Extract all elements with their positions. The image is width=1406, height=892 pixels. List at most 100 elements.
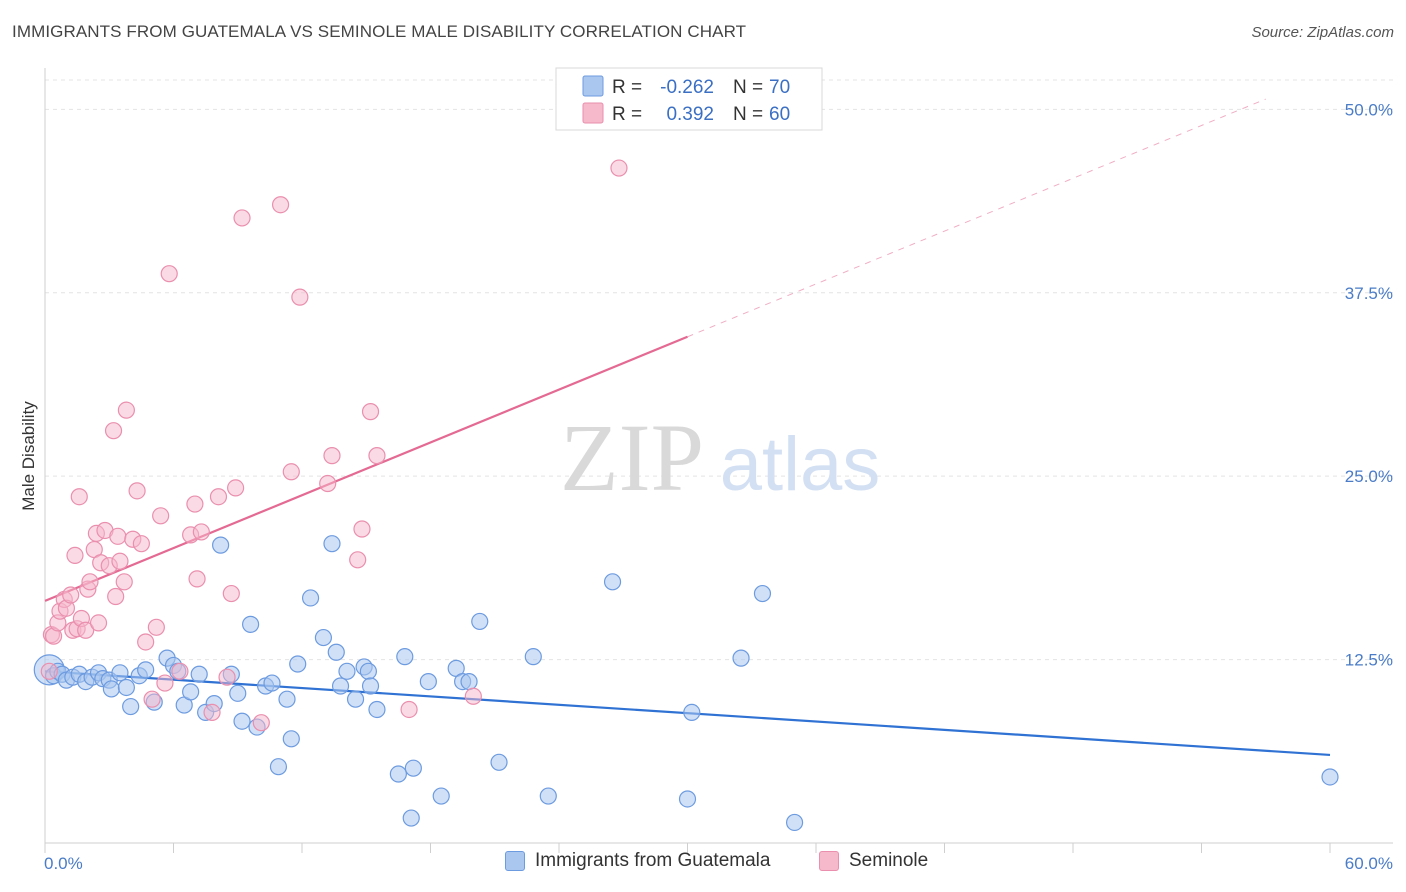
point-seminole-37 <box>171 662 189 680</box>
legend-n-label-1: N = <box>733 104 763 125</box>
point-seminole-9 <box>66 546 84 565</box>
point-guatemala-61 <box>524 648 542 666</box>
point-seminole-27 <box>117 401 135 419</box>
point-guatemala-52 <box>402 809 420 827</box>
watermark: ZIP atlas <box>560 404 880 511</box>
legend-bottom-swatch-seminole <box>819 851 839 871</box>
point-seminole-31 <box>137 633 155 651</box>
point-seminole-54 <box>349 551 367 569</box>
point-guatemala-53 <box>404 759 422 777</box>
point-guatemala-37 <box>282 730 300 748</box>
point-guatemala-41 <box>323 535 341 553</box>
point-guatemala-43 <box>331 677 350 695</box>
point-guatemala-50 <box>389 765 407 783</box>
x-tick-label-min: 0.0% <box>44 854 83 873</box>
legend-top: R = -0.262 N = 70 R = 0.392 N = 60 <box>555 67 823 131</box>
point-guatemala-62 <box>539 787 557 805</box>
point-seminole-49 <box>271 196 290 214</box>
legend-swatch-seminole <box>582 102 604 124</box>
point-seminole-53 <box>323 447 341 465</box>
point-seminole-11 <box>70 488 88 506</box>
point-seminole-42 <box>203 703 221 722</box>
point-guatemala-51 <box>396 648 414 666</box>
point-seminole-55 <box>353 520 371 538</box>
point-seminole-50 <box>282 463 300 481</box>
point-guatemala-15 <box>122 697 140 716</box>
point-guatemala-30 <box>233 712 251 730</box>
grid-layer <box>45 79 1393 661</box>
point-guatemala-35 <box>269 758 288 776</box>
point-guatemala-23 <box>182 683 200 701</box>
point-guatemala-44 <box>338 662 356 680</box>
point-guatemala-31 <box>242 615 260 633</box>
point-guatemala-63 <box>603 573 622 591</box>
point-guatemala-58 <box>460 672 478 691</box>
data-points <box>33 159 1339 832</box>
point-seminole-57 <box>368 447 386 465</box>
point-seminole-40 <box>188 570 206 588</box>
point-seminole-46 <box>227 479 245 497</box>
point-seminole-48 <box>252 714 270 732</box>
legend-item-guatemala: Immigrants from Guatemala <box>505 850 770 872</box>
point-seminole-47 <box>233 209 251 227</box>
point-seminole-36 <box>160 265 178 283</box>
legend-item-seminole: Seminole <box>819 850 928 872</box>
point-seminole-39 <box>186 495 204 513</box>
legend-bottom-swatch-guatemala <box>505 851 525 871</box>
legend-bottom-label-seminole: Seminole <box>849 850 929 871</box>
point-guatemala-65 <box>683 703 701 722</box>
point-seminole-22 <box>104 422 123 440</box>
point-seminole-26 <box>115 573 133 591</box>
point-seminole-18 <box>89 614 108 632</box>
point-seminole-35 <box>156 674 174 692</box>
point-seminole-29 <box>128 482 146 500</box>
point-guatemala-40 <box>314 628 333 647</box>
legend-n-label-0: N = <box>733 77 763 98</box>
point-guatemala-29 <box>229 684 247 702</box>
point-guatemala-17 <box>137 661 155 679</box>
point-seminole-60 <box>610 159 628 177</box>
point-guatemala-45 <box>346 690 365 708</box>
point-seminole-43 <box>209 488 228 506</box>
point-guatemala-48 <box>361 677 380 695</box>
point-guatemala-67 <box>753 584 772 603</box>
point-guatemala-38 <box>289 655 307 673</box>
trend-line-extension-seminole <box>687 98 1266 338</box>
point-guatemala-14 <box>117 678 135 697</box>
point-guatemala-55 <box>432 787 450 805</box>
point-seminole-41 <box>192 523 210 541</box>
point-guatemala-13 <box>111 664 129 682</box>
point-guatemala-69 <box>1321 768 1339 786</box>
trend-line-seminole <box>44 335 688 602</box>
legend-n-value-1: 60 <box>769 104 790 125</box>
point-seminole-56 <box>361 403 380 421</box>
x-tick-label-max: 60.0% <box>1345 854 1393 873</box>
source-label: Source: ZipAtlas.com <box>1251 24 1394 41</box>
point-guatemala-64 <box>678 790 697 808</box>
point-guatemala-54 <box>419 672 437 691</box>
legend-r-label-1: R = <box>612 104 642 125</box>
point-guatemala-60 <box>490 753 508 771</box>
point-guatemala-12 <box>102 680 120 698</box>
point-guatemala-36 <box>278 690 296 708</box>
watermark-atlas: atlas <box>720 422 881 507</box>
y-axis-label: Male Disability <box>19 401 38 511</box>
point-seminole-44 <box>218 668 236 686</box>
point-seminole-59 <box>464 687 482 705</box>
watermark-zip: ZIP <box>560 404 704 511</box>
point-guatemala-49 <box>368 700 386 719</box>
point-seminole-33 <box>147 618 165 636</box>
legend-r-value-1: 0.392 <box>666 104 714 125</box>
point-guatemala-68 <box>785 813 804 832</box>
y-tick-label-1: 25.0% <box>1345 467 1393 486</box>
legend-r-label-0: R = <box>612 77 642 98</box>
legend-bottom-label-guatemala: Immigrants from Guatemala <box>535 850 771 871</box>
point-seminole-34 <box>152 507 170 525</box>
point-seminole-45 <box>222 584 240 603</box>
point-guatemala-47 <box>359 662 377 680</box>
point-seminole-7 <box>62 586 80 604</box>
point-guatemala-24 <box>190 665 208 683</box>
point-guatemala-34 <box>263 674 281 692</box>
legend-r-value-0: -0.262 <box>660 77 714 98</box>
